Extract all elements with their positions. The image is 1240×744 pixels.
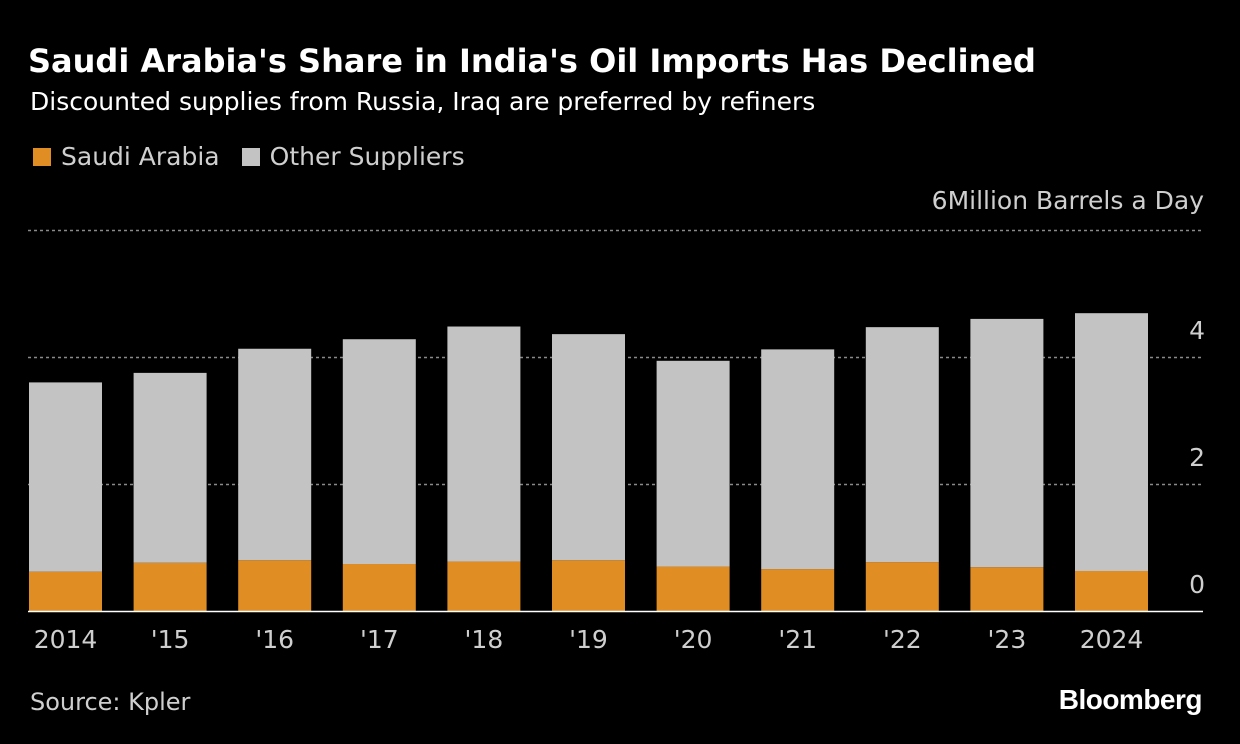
bar-saudi-arabia-2 [238,560,312,611]
bar-other-suppliers-9 [970,318,1044,568]
y-tick-label-4: 4 [1189,316,1205,345]
x-tick-label-3: '17 [360,625,399,654]
bar-saudi-arabia-0 [29,571,102,611]
bar-other-suppliers-1 [133,372,207,563]
bar-other-suppliers-0 [29,382,102,572]
x-tick-label-7: '21 [778,625,817,654]
x-tick-label-9: '23 [988,625,1027,654]
x-tick-label-1: '15 [151,625,190,654]
bar-other-suppliers-3 [342,339,416,565]
chart-subtitle: Discounted supplies from Russia, Iraq ar… [30,87,816,116]
y-tick-label-0: 0 [1189,570,1205,599]
bar-other-suppliers-7 [761,349,835,570]
legend-item-other-suppliers: Other Suppliers [241,140,465,174]
source-note: Source: Kpler [30,688,191,716]
legend: Saudi Arabia Other Suppliers [33,140,487,174]
x-tick-label-0: 2014 [34,625,98,654]
x-tick-label-4: '18 [465,625,504,654]
x-tick-label-2: '16 [255,625,294,654]
x-tick-label-8: '22 [883,625,922,654]
legend-swatch-saudi-arabia [33,148,51,166]
bar-saudi-arabia-5 [552,560,625,611]
bar-other-suppliers-5 [552,334,625,561]
bar-other-suppliers-10 [1075,313,1148,571]
bar-saudi-arabia-4 [447,561,521,611]
legend-item-saudi-arabia: Saudi Arabia [33,140,220,174]
bar-saudi-arabia-1 [133,562,207,611]
bar-other-suppliers-6 [656,360,730,567]
y-axis-unit-label: 6Million Barrels a Day [931,186,1204,215]
chart-title: Saudi Arabia's Share in India's Oil Impo… [28,42,1036,80]
bar-saudi-arabia-9 [970,567,1044,611]
bar-saudi-arabia-6 [656,566,730,611]
bar-other-suppliers-2 [238,348,312,561]
x-tick-label-6: '20 [674,625,713,654]
bar-saudi-arabia-7 [761,569,835,611]
bar-other-suppliers-4 [447,326,521,562]
legend-swatch-other-suppliers [241,148,260,166]
x-tick-label-10: 2024 [1080,625,1144,654]
x-tick-label-5: '19 [569,625,608,654]
legend-label-other-suppliers: Other Suppliers [269,142,465,171]
y-tick-label-2: 2 [1189,443,1205,472]
bar-saudi-arabia-8 [865,562,939,611]
legend-label-saudi-arabia: Saudi Arabia [61,142,220,171]
bar-other-suppliers-8 [865,327,939,563]
bloomberg-logo: Bloomberg [1058,684,1203,715]
bar-saudi-arabia-3 [342,564,416,611]
bar-saudi-arabia-10 [1075,570,1148,611]
